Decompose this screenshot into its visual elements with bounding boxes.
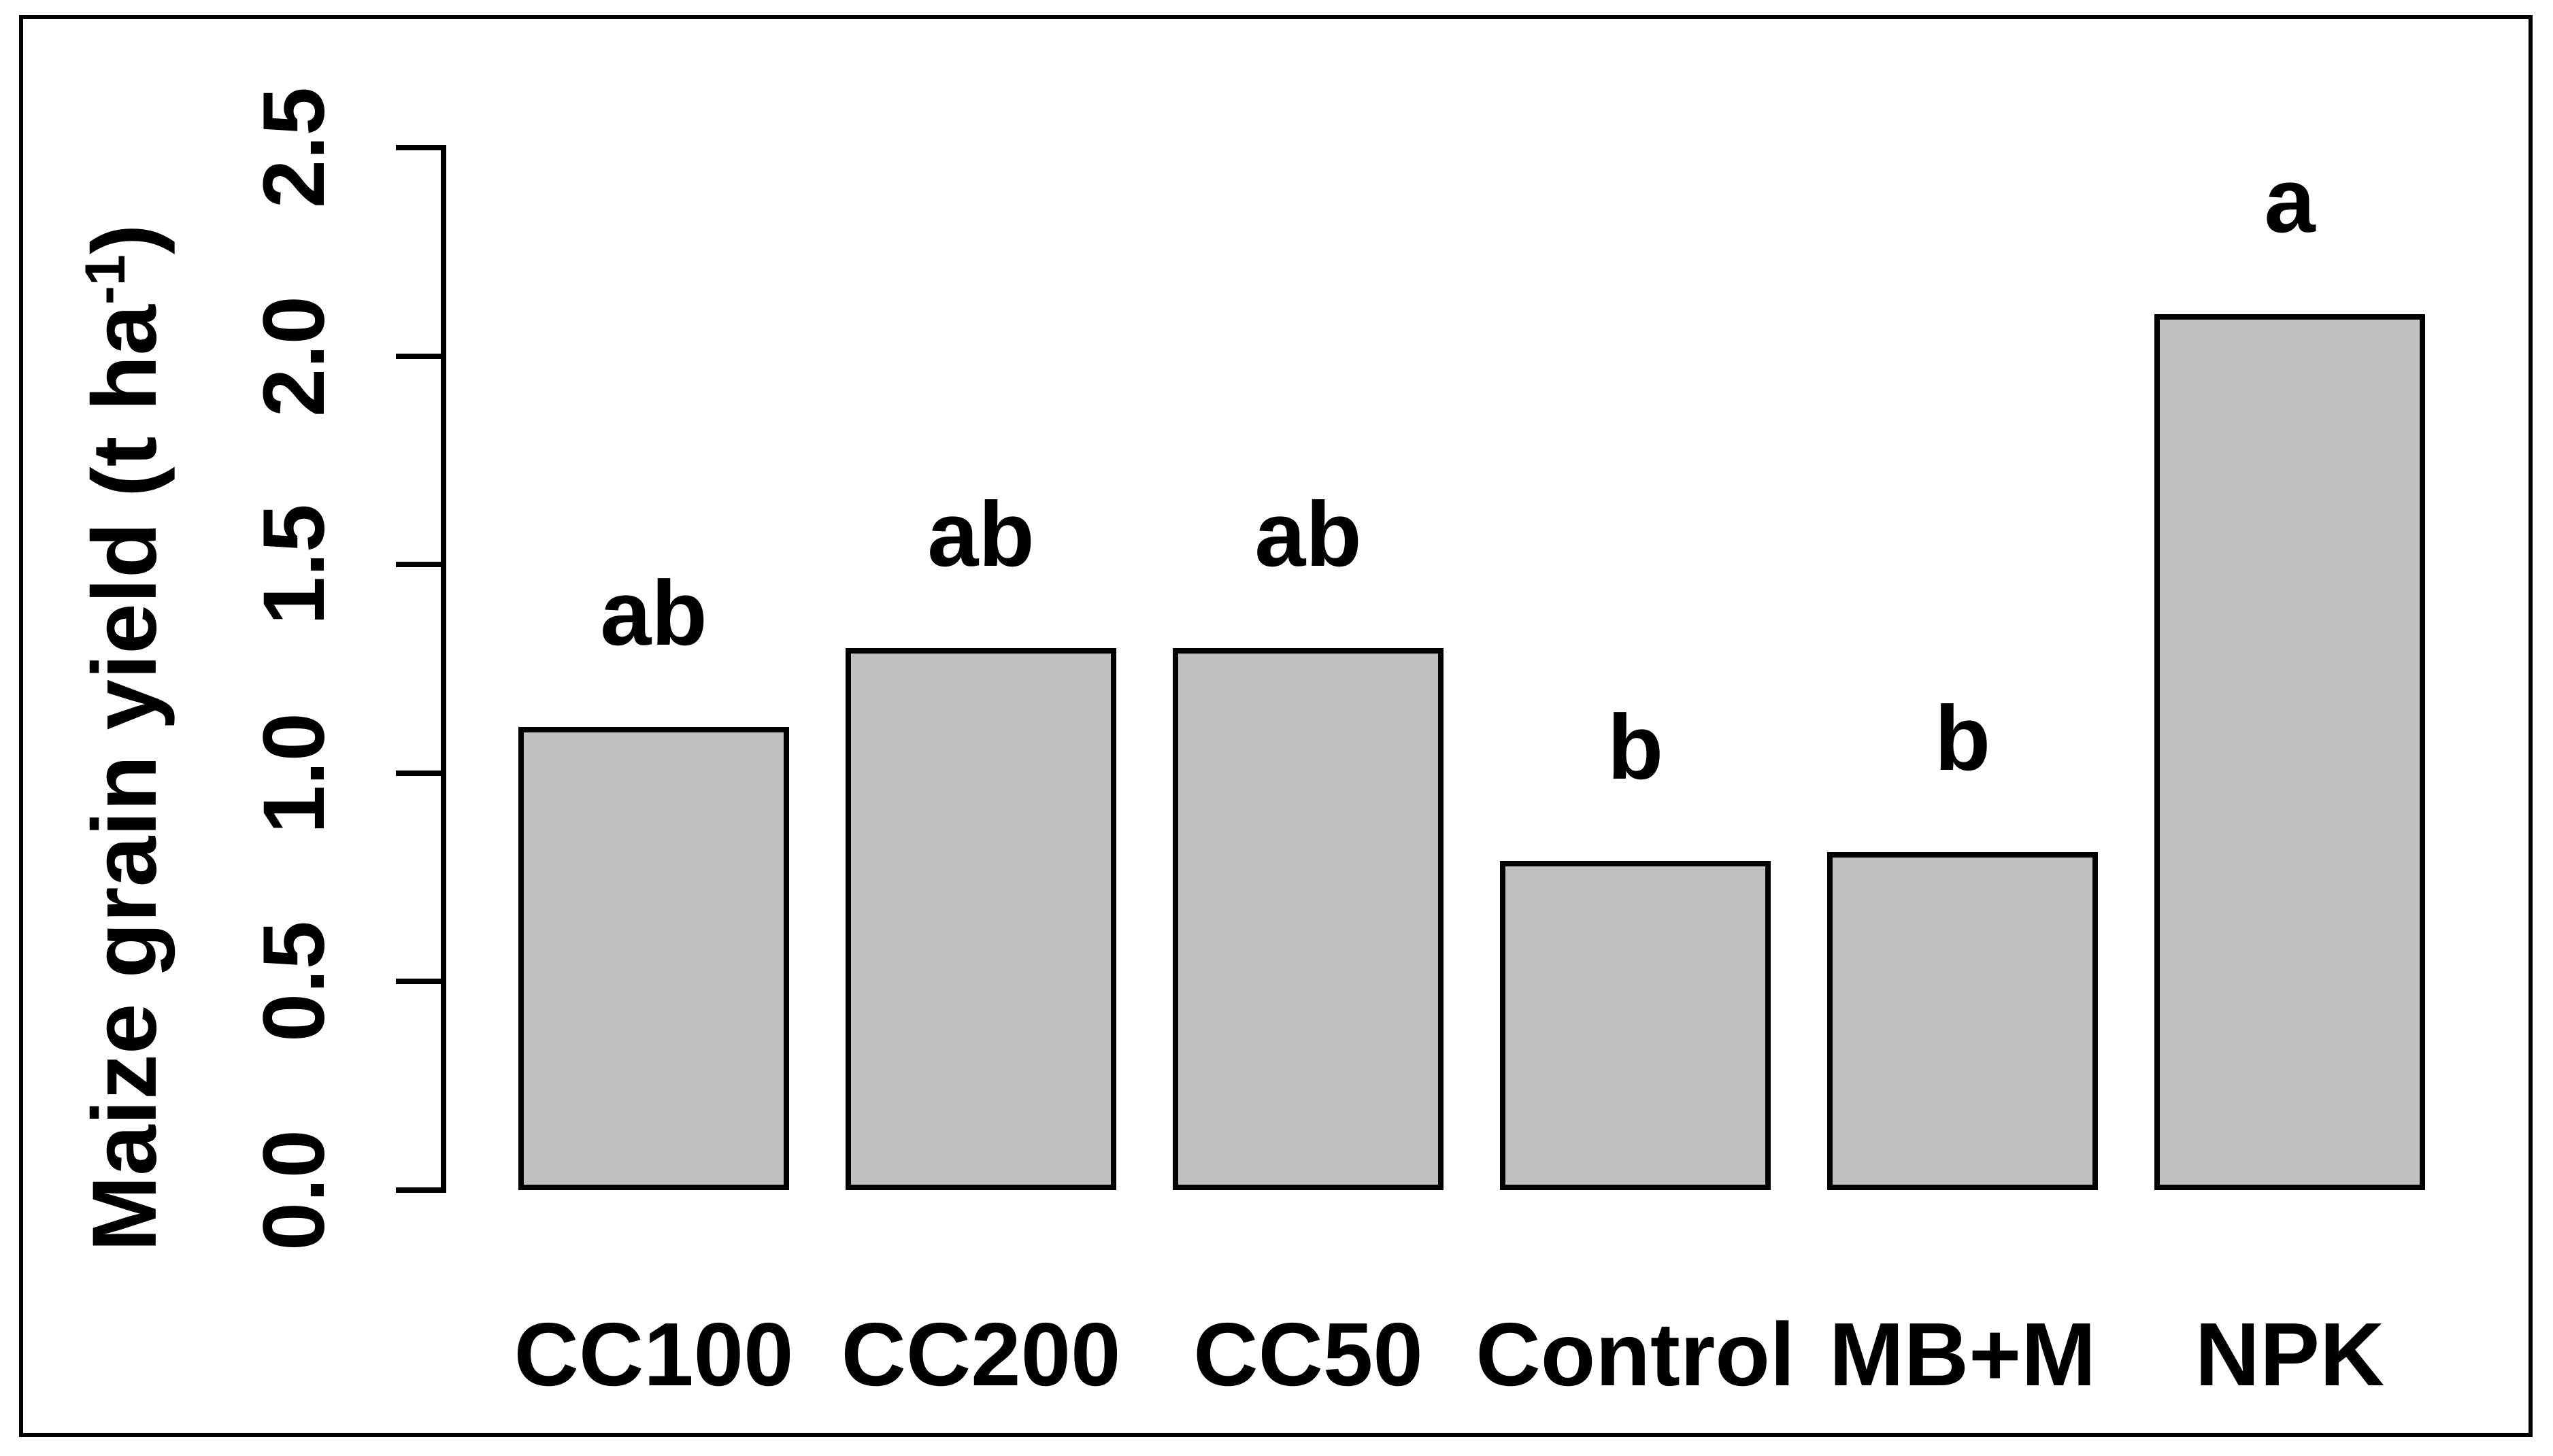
bar-npk (2154, 314, 2425, 1190)
y-axis-line (441, 145, 446, 1193)
x-axis-label: MB+M (1829, 1304, 2097, 1404)
significance-letter: ab (600, 562, 707, 665)
y-tick-mark (396, 562, 444, 568)
significance-letter: ab (1254, 482, 1362, 586)
y-tick-mark (396, 1187, 444, 1193)
x-axis-label: CC200 (841, 1304, 1121, 1404)
bar-cc200 (846, 647, 1116, 1190)
significance-letter: b (1934, 687, 1991, 790)
y-tick-label: 0.5 (246, 921, 343, 1043)
bar-control (1500, 860, 1771, 1190)
x-axis-label: CC50 (1193, 1304, 1423, 1404)
y-axis-title-superscript: -1 (73, 254, 137, 305)
significance-letter: a (2264, 149, 2316, 252)
y-tick-mark (396, 770, 444, 776)
significance-letter: b (1607, 695, 1664, 798)
significance-letter: ab (927, 482, 1035, 586)
y-tick-mark (396, 979, 444, 985)
y-tick-label: 1.5 (246, 504, 343, 626)
y-tick-label: 0.0 (246, 1130, 343, 1251)
x-axis-label: Control (1475, 1304, 1795, 1404)
y-axis-title: Maize grain yield (t ha-1) (73, 224, 176, 1252)
y-tick-label: 2.5 (246, 87, 343, 208)
y-tick-label: 2.0 (246, 295, 343, 417)
y-tick-mark (396, 353, 444, 359)
figure-border (19, 15, 2533, 1437)
x-axis-label: CC100 (514, 1304, 794, 1404)
bar-cc50 (1173, 647, 1444, 1190)
x-axis-label: NPK (2195, 1304, 2385, 1404)
y-tick-label: 1.0 (246, 712, 343, 834)
bar-mb-m (1827, 852, 2098, 1190)
y-axis-title-text: Maize grain yield (t ha (73, 305, 176, 1252)
bar-cc100 (518, 727, 789, 1190)
y-tick-mark (396, 145, 444, 150)
y-axis-title-close: ) (73, 224, 176, 255)
